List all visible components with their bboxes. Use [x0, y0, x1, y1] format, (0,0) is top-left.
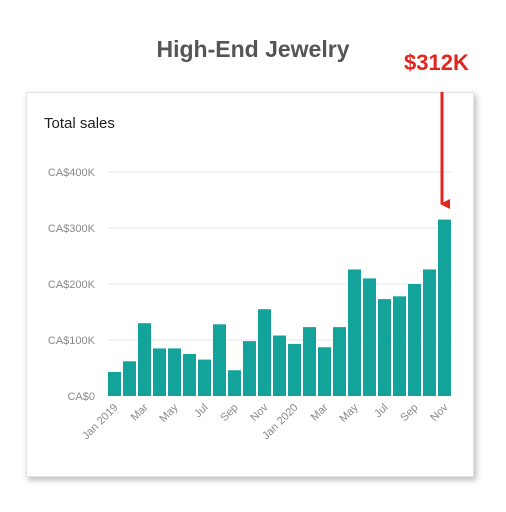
x-tick-label: May	[157, 401, 181, 425]
peak-callout-label: $312K	[404, 50, 469, 75]
y-tick-label: CA$100K	[48, 335, 96, 347]
x-tick-label: Sep	[218, 402, 240, 424]
bar	[363, 278, 376, 396]
bar	[288, 343, 301, 396]
bar	[318, 347, 331, 396]
bar	[273, 335, 286, 396]
bar	[303, 327, 316, 396]
bar	[393, 296, 406, 396]
chart-title: Total sales	[44, 115, 115, 132]
x-tick-label: Nov	[428, 401, 451, 424]
bar	[123, 361, 136, 396]
bar	[198, 359, 211, 396]
bar	[243, 341, 256, 396]
bar	[153, 348, 166, 396]
y-tick-label: CA$300K	[48, 223, 96, 235]
bar	[228, 370, 241, 396]
bar	[213, 324, 226, 396]
bar	[168, 348, 181, 396]
bar	[408, 284, 421, 396]
y-tick-label: CA$0	[67, 391, 95, 403]
bar	[108, 371, 121, 396]
x-tick-label: Nov	[248, 401, 271, 424]
bar	[183, 354, 196, 396]
y-tick-label: CA$200K	[48, 279, 96, 291]
bar	[423, 269, 436, 396]
bar	[333, 327, 346, 396]
x-tick-label: Jan 2019	[80, 402, 120, 442]
bar	[138, 323, 151, 396]
y-tick-label: CA$400K	[48, 167, 96, 179]
bar	[378, 299, 391, 396]
x-tick-label: Mar	[129, 401, 151, 423]
x-tick-label: Mar	[309, 401, 331, 423]
x-tick-label: Jul	[372, 402, 390, 420]
bar	[258, 309, 271, 396]
x-tick-label: Sep	[398, 402, 420, 424]
x-tick-label: Jul	[192, 402, 210, 420]
x-tick-label: May	[337, 401, 361, 425]
bar	[438, 219, 451, 396]
slide-heading: High-End Jewelry	[156, 36, 350, 62]
bar	[348, 269, 361, 396]
